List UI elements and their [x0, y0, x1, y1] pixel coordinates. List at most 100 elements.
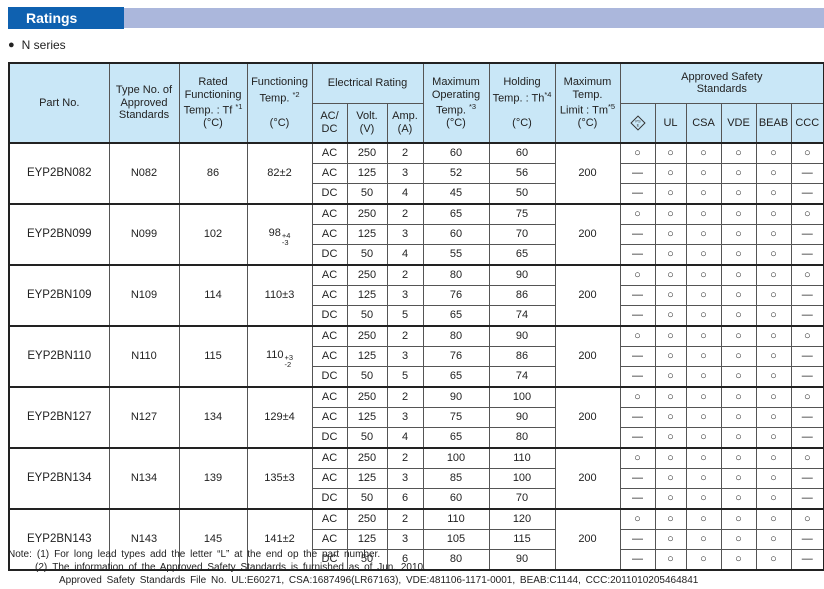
volt-cell: 50	[346, 488, 388, 510]
safety-beab-cell: ○	[755, 529, 792, 550]
holding-temp-cell: 86	[488, 346, 556, 367]
acdc-cell: DC	[311, 427, 348, 449]
holding-temp-cell: 90	[488, 264, 556, 286]
max-temp-limit-cell: 200	[554, 447, 621, 510]
volt-cell: 250	[346, 386, 388, 408]
pse-diamond-icon: PS E	[629, 115, 646, 131]
holding-temp-cell: 56	[488, 163, 556, 184]
safety-ccc-cell: —	[790, 346, 824, 367]
safety-ccc-cell: —	[790, 285, 824, 306]
ratings-banner: Ratings	[8, 7, 824, 29]
safety-ul-cell: ○	[654, 427, 687, 449]
table-row: EYP2BN082 N082 86 82±2 AC 250 2 60 60 200 ○ ○ ○ ○ ○ ○	[8, 142, 824, 205]
note-label: Note:	[8, 549, 32, 560]
type-no-cell: N109	[108, 264, 180, 327]
max-operating-temp-cell: 60	[422, 488, 490, 510]
safety-ccc-cell: —	[790, 488, 824, 510]
safety-ul-cell: ○	[654, 386, 687, 408]
table-row: DC 50 6 60 70— ○ ○ ○ ○ —	[9, 488, 824, 510]
safety-pse-cell: —	[619, 305, 656, 327]
safety-csa-cell: ○	[685, 183, 722, 205]
acdc-cell: DC	[311, 244, 348, 266]
max-operating-temp-cell: 110	[422, 508, 490, 530]
header-vde: VDE	[720, 102, 757, 144]
table-row: AC 125 3 76 86— ○ ○ ○ ○ —	[9, 285, 824, 306]
part-no-cell: EYP2BN082	[8, 142, 110, 205]
safety-ul-cell: ○	[654, 468, 687, 489]
type-no-cell: N110	[108, 325, 180, 388]
note-2-num: (2)	[35, 562, 48, 573]
amp-cell: 5	[386, 305, 424, 327]
holding-temp-cell: 100	[488, 468, 556, 489]
holding-temp-cell: 115	[488, 529, 556, 550]
amp-cell: 6	[386, 488, 424, 510]
type-no-cell: N099	[108, 203, 180, 266]
volt-cell: 125	[346, 529, 388, 550]
safety-ccc-cell: —	[790, 244, 824, 266]
amp-cell: 4	[386, 183, 424, 205]
safety-pse-cell: —	[619, 488, 656, 510]
safety-csa-cell: ○	[685, 163, 722, 184]
max-operating-temp-cell: 76	[422, 346, 490, 367]
safety-beab-cell: ○	[755, 183, 792, 205]
max-operating-temp-cell: 65	[422, 366, 490, 388]
table-row: EYP2BN127 N127 134 129±4 AC 250 2 90 100 200 ○ ○ ○ ○ ○…	[8, 386, 824, 449]
notes: Note: (1) For long lead types add the lett…	[8, 548, 698, 587]
note-1-num: (1)	[36, 549, 50, 560]
volt-cell: 250	[346, 142, 388, 164]
part-no-cell: EYP2BN127	[8, 386, 110, 449]
amp-cell: 3	[386, 224, 424, 245]
safety-csa-cell: ○	[685, 285, 722, 306]
ratings-table: Part No. Type No. of Approved Standards Ra…	[8, 62, 824, 571]
volt-cell: 50	[346, 427, 388, 449]
holding-temp-cell: 86	[488, 285, 556, 306]
safety-beab-cell: ○	[755, 488, 792, 510]
max-operating-temp-cell: 45	[422, 183, 490, 205]
rated-functioning-temp-cell: 145	[178, 508, 248, 571]
safety-ul-cell: ○	[654, 183, 687, 205]
safety-pse-cell: —	[619, 183, 656, 205]
header-csa: CSA	[685, 102, 722, 144]
functioning-temp-cell: 129±4	[246, 386, 313, 449]
safety-vde-cell: ○	[720, 407, 757, 428]
safety-pse-cell: —	[619, 244, 656, 266]
safety-ccc-cell: —	[790, 407, 824, 428]
type-no-cell: N127	[108, 386, 180, 449]
amp-cell: 4	[386, 427, 424, 449]
series-name: N series	[21, 38, 66, 52]
volt-cell: 250	[346, 447, 388, 469]
safety-pse-cell: ○	[619, 447, 656, 469]
max-temp-limit-cell: 200	[554, 508, 621, 571]
volt-cell: 50	[346, 183, 388, 205]
safety-ccc-cell: ○	[790, 447, 824, 469]
table-row: AC 125 3 52 56— ○ ○ ○ ○ —	[9, 163, 824, 184]
safety-pse-cell: —	[619, 407, 656, 428]
volt-cell: 50	[346, 305, 388, 327]
safety-csa-cell: ○	[685, 386, 722, 408]
safety-ul-cell: ○	[654, 447, 687, 469]
safety-vde-cell: ○	[720, 508, 757, 530]
table-row: AC 125 3 75 90— ○ ○ ○ ○ —	[9, 407, 824, 428]
table-row: EYP2BN109 N109 114 110±3 AC 250 2 80 90 200 ○ ○ ○ ○ ○ ○	[8, 264, 824, 327]
functioning-temp-cell: 141±2	[246, 508, 313, 571]
safety-beab-cell: ○	[755, 549, 792, 571]
part-no-cell: EYP2BN109	[8, 264, 110, 327]
table-row: DC 50 5 65 74— ○ ○ ○ ○ —	[9, 366, 824, 388]
safety-pse-cell: ○	[619, 264, 656, 286]
safety-pse-cell: ○	[619, 142, 656, 164]
safety-csa-cell: ○	[685, 264, 722, 286]
header-beab: BEAB	[755, 102, 792, 144]
acdc-cell: DC	[311, 366, 348, 388]
max-operating-temp-cell: 65	[422, 427, 490, 449]
safety-beab-cell: ○	[755, 142, 792, 164]
safety-ccc-cell: ○	[790, 325, 824, 347]
safety-ccc-cell: ○	[790, 203, 824, 225]
functioning-temp-cell: 135±3	[246, 447, 313, 510]
volt-cell: 50	[346, 244, 388, 266]
header-ccc: CCC	[790, 102, 824, 144]
safety-csa-cell: ○	[685, 407, 722, 428]
holding-temp-cell: 110	[488, 447, 556, 469]
volt-cell: 125	[346, 468, 388, 489]
safety-ccc-cell: —	[790, 529, 824, 550]
